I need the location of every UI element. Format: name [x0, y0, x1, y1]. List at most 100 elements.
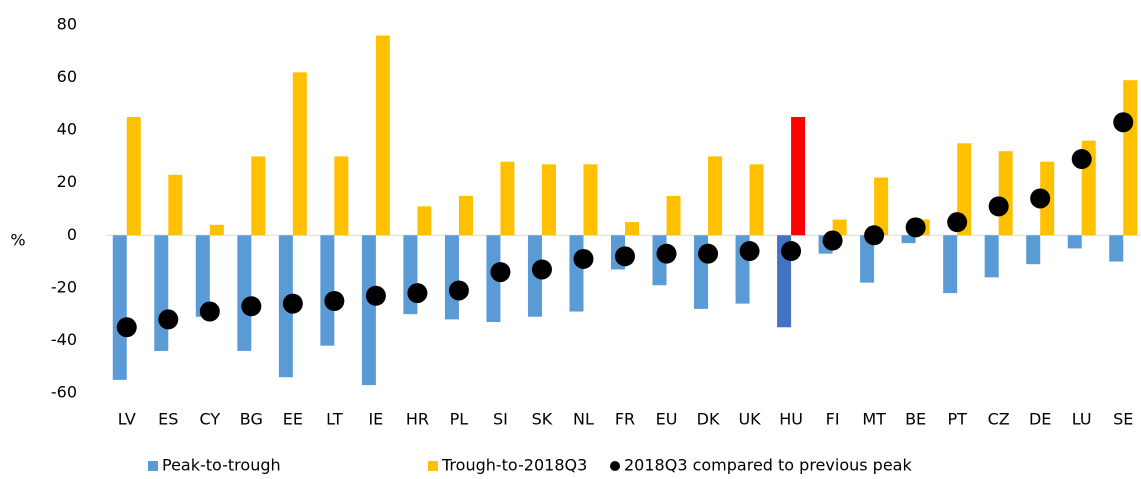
- bar: [666, 195, 681, 236]
- bar: [749, 164, 764, 236]
- bar: [874, 177, 889, 236]
- dot: [158, 309, 179, 330]
- x-tick-label: BE: [905, 410, 926, 429]
- bar: [984, 235, 999, 278]
- bar: [500, 161, 515, 236]
- bar: [361, 235, 376, 386]
- bar: [957, 143, 972, 236]
- bar: [444, 235, 459, 320]
- dot: [407, 283, 428, 304]
- bar: [154, 235, 169, 351]
- bar: [112, 235, 127, 380]
- bar: [375, 35, 390, 236]
- y-axis-label: %: [10, 231, 25, 250]
- dot: [1030, 188, 1051, 209]
- dot: [531, 259, 552, 280]
- legend-marker: [148, 461, 158, 471]
- bar: [569, 235, 584, 312]
- y-tick-label: 0: [67, 225, 77, 244]
- legend-marker: [428, 461, 438, 471]
- y-tick-label: 80: [57, 15, 77, 34]
- dot: [365, 285, 386, 306]
- bar: [320, 235, 335, 346]
- bar: [541, 164, 556, 236]
- y-tick-label: 60: [57, 67, 77, 86]
- bar: [168, 174, 183, 236]
- dot: [116, 317, 137, 338]
- bar: [458, 195, 473, 236]
- dot: [241, 296, 262, 317]
- x-tick-label: PT: [947, 410, 967, 429]
- dot: [615, 246, 635, 267]
- x-tick-label: HR: [406, 410, 429, 429]
- y-tick-label: 40: [57, 120, 77, 139]
- x-tick-label: CY: [199, 410, 220, 429]
- dot: [1113, 112, 1134, 133]
- legend-label: 2018Q3 compared to previous peak: [624, 456, 912, 475]
- dot: [698, 243, 719, 264]
- legend-marker: [610, 461, 620, 471]
- dot: [324, 291, 345, 311]
- x-tick-label: FR: [615, 410, 635, 429]
- legend-label: Trough-to-2018Q3: [441, 456, 587, 475]
- x-tick-label: LU: [1072, 410, 1092, 429]
- dot: [905, 217, 926, 238]
- x-tick-label: EE: [283, 410, 303, 429]
- x-tick-label: CZ: [988, 410, 1010, 429]
- y-tick-label: -40: [51, 330, 77, 349]
- dot: [573, 248, 594, 269]
- y-tick-label: 20: [57, 172, 77, 191]
- bar: [625, 222, 639, 236]
- dot: [1071, 149, 1092, 170]
- bar: [1109, 235, 1124, 262]
- bar: [791, 117, 806, 236]
- x-tick-label: UK: [738, 410, 761, 429]
- dot: [988, 196, 1009, 217]
- bar: [943, 235, 958, 294]
- x-tick-label: SE: [1113, 410, 1133, 429]
- dot: [656, 243, 677, 264]
- bar: [417, 206, 432, 236]
- dot: [282, 293, 303, 314]
- bar: [334, 156, 349, 236]
- x-tick-label: LV: [118, 410, 136, 429]
- x-tick-label: LT: [326, 410, 343, 429]
- bar: [237, 235, 252, 351]
- bar: [998, 151, 1013, 236]
- x-tick-label: SI: [493, 410, 508, 429]
- bar: [1123, 80, 1138, 236]
- dot: [739, 241, 760, 262]
- x-tick-label: PL: [450, 410, 469, 429]
- x-tick-label: FI: [826, 410, 840, 429]
- bar: [292, 72, 307, 236]
- dot: [822, 230, 843, 251]
- x-tick-label: DE: [1029, 410, 1051, 429]
- dot: [947, 212, 968, 233]
- x-tick-label: EU: [656, 410, 678, 429]
- bar: [209, 224, 224, 236]
- x-tick-label: MT: [862, 410, 886, 429]
- bar: [583, 164, 598, 236]
- x-tick-label: IE: [368, 410, 383, 429]
- dot: [199, 301, 220, 322]
- legend-label: Peak-to-trough: [162, 456, 281, 475]
- x-tick-label: HU: [779, 410, 803, 429]
- bar: [1026, 235, 1041, 265]
- dot: [781, 241, 802, 262]
- bar: [126, 117, 141, 236]
- x-tick-label: BG: [240, 410, 263, 429]
- x-tick-label: ES: [158, 410, 178, 429]
- dot: [448, 280, 469, 301]
- bar: [1067, 235, 1082, 249]
- bar: [251, 156, 266, 236]
- bar: [860, 235, 875, 283]
- bar: [195, 235, 210, 317]
- dot: [490, 262, 511, 283]
- y-tick-label: -60: [51, 383, 77, 402]
- x-tick-label: NL: [573, 410, 594, 429]
- x-tick-label: DK: [697, 410, 720, 429]
- x-tick-label: SK: [532, 410, 553, 429]
- y-tick-label: -20: [51, 277, 77, 296]
- bar: [708, 156, 723, 236]
